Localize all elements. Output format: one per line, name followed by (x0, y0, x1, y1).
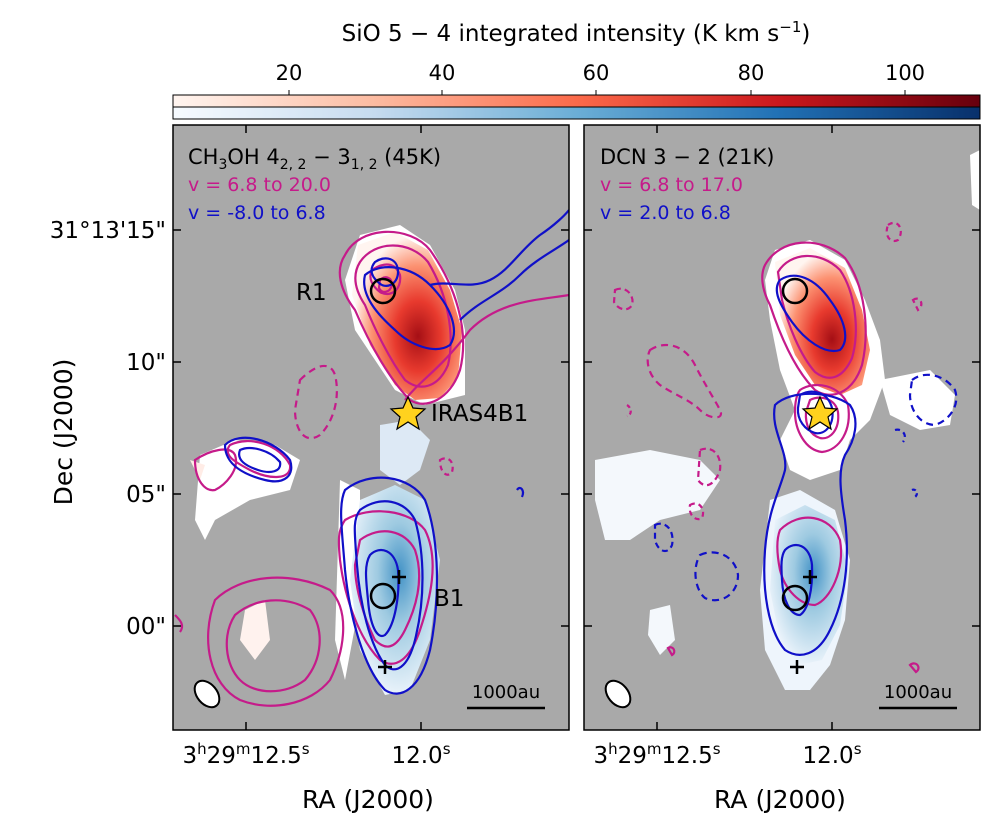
protostar-star (389, 395, 427, 431)
beam-ellipse (193, 679, 221, 709)
panel-right-blue-range: v = 2.0 to 6.8 (600, 202, 731, 224)
panel-left-blue-range: v = -8.0 to 6.8 (188, 202, 326, 224)
plus-markers (790, 570, 817, 674)
panel-right-frame (583, 124, 981, 731)
x-axis-label-right: RA (J2000) (714, 785, 846, 814)
blank-region (970, 150, 980, 210)
colorbar-tick-label: 100 (885, 61, 925, 85)
x-tick-label: 12.0s (391, 740, 450, 769)
y-axis-label: Dec (J2000) (49, 359, 78, 506)
label-r1: R1 (296, 280, 327, 306)
blank-region (240, 600, 270, 660)
panel-left-scalebar-label: 1000au (472, 682, 540, 703)
blank-region (880, 370, 955, 430)
b1-circle (369, 582, 397, 610)
y-tick-labels: 31°13'15" 10" 05" 00" (50, 218, 166, 640)
panel-right-scalebar-label: 1000au (884, 682, 952, 703)
axis-ticks (173, 125, 980, 730)
r1-circle (781, 277, 809, 305)
blue-contours (223, 209, 569, 695)
blank-region (648, 605, 675, 655)
colorbar-red (172, 94, 981, 108)
red-contours (174, 230, 569, 707)
r1-circle (369, 277, 397, 305)
blank-region (195, 440, 300, 540)
y-tick-label: 31°13'15" (50, 218, 166, 244)
label-b1: B1 (434, 586, 464, 612)
panel-right-red-range: v = 6.8 to 17.0 (600, 174, 743, 196)
panel-left-title: CH3OH 42, 2 − 31, 2 (45K) (188, 145, 441, 173)
blank-region (595, 450, 720, 540)
y-tick-label: 10" (126, 350, 166, 376)
x-axis-label-left: RA (J2000) (302, 785, 434, 814)
blue-emission (770, 505, 848, 665)
colorbar-title: SiO 5 − 4 integrated intensity (K km s−1… (342, 18, 811, 47)
x-tick-label: 12.0s (802, 740, 861, 769)
y-tick-label: 00" (126, 614, 166, 640)
colorbar-tick-label: 80 (738, 61, 765, 85)
plus-markers (378, 570, 406, 674)
label-iras4b1: IRAS4B1 (431, 401, 528, 427)
panel-left-frame (172, 124, 570, 731)
beam-ellipse (604, 679, 632, 709)
x-tick-label: 3h29m12.5s (593, 740, 720, 769)
colorbar-blue (172, 106, 981, 120)
x-tick-label: 3h29m12.5s (182, 740, 309, 769)
colorbar-ticks (288, 90, 906, 95)
panel-right (584, 125, 980, 730)
panel-left-red-range: v = 6.8 to 20.0 (188, 174, 331, 196)
panel-left (173, 125, 569, 730)
blank-region (380, 420, 430, 485)
b1-circle (781, 584, 809, 612)
colorbar-tick-label: 20 (276, 61, 303, 85)
colorbar-tick-label: 40 (429, 61, 456, 85)
panel-right-title: DCN 3 − 2 (21K) (600, 145, 774, 169)
red-emission (775, 248, 870, 395)
colorbar-tick-labels: 20 40 60 80 100 (276, 61, 925, 85)
blue-contours (653, 274, 958, 656)
blank-region (190, 460, 205, 480)
colorbar-tick-label: 60 (583, 61, 610, 85)
y-tick-label: 05" (126, 482, 166, 508)
protostar-star (801, 395, 839, 431)
